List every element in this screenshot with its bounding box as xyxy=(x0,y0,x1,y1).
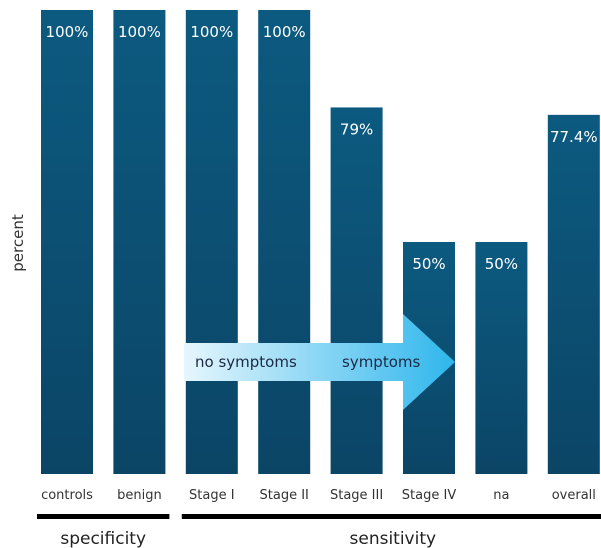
bar-benign xyxy=(113,10,166,474)
symptoms-arrow xyxy=(183,314,456,410)
bars-layer xyxy=(41,10,600,474)
x-tick-stage-iv: Stage IV xyxy=(402,488,457,503)
data-label-na: 50% xyxy=(485,255,518,273)
labels-layer: 100% 100% 100% 100% 79% 50% 50% 77.4% xyxy=(46,23,598,273)
group-line-specificity xyxy=(37,514,170,519)
bar-stage-i xyxy=(185,10,238,474)
group-label-specificity: specificity xyxy=(60,529,146,548)
data-label-stage-iii: 79% xyxy=(340,120,373,138)
x-tick-stage-i: Stage I xyxy=(189,488,235,503)
x-tick-controls: controls xyxy=(41,488,93,503)
bar-stage-iii xyxy=(330,107,383,474)
bar-overall xyxy=(547,114,600,474)
data-label-controls: 100% xyxy=(46,23,89,41)
x-tick-stage-iii: Stage III xyxy=(330,488,383,503)
group-line-sensitivity xyxy=(181,514,601,519)
data-label-stage-iv: 50% xyxy=(412,255,445,273)
bar-stage-ii xyxy=(258,10,311,474)
x-tick-benign: benign xyxy=(117,488,162,503)
annotation-arrow-layer: no symptoms symptoms xyxy=(183,314,456,410)
data-label-benign: 100% xyxy=(118,23,161,41)
data-label-stage-ii: 100% xyxy=(263,23,306,41)
annotation-no-symptoms: no symptoms xyxy=(195,353,297,371)
category-ticks-layer: controls benign Stage I Stage II Stage III St… xyxy=(41,488,596,503)
x-tick-stage-ii: Stage II xyxy=(260,488,309,503)
x-tick-na: na xyxy=(493,488,509,503)
data-label-overall: 77.4% xyxy=(550,128,598,146)
data-label-stage-i: 100% xyxy=(190,23,233,41)
group-label-sensitivity: sensitivity xyxy=(350,529,437,548)
y-axis-title: percent xyxy=(9,214,27,272)
annotation-symptoms: symptoms xyxy=(342,353,420,371)
x-tick-overall: overall xyxy=(552,488,596,503)
bar-controls xyxy=(41,10,93,474)
group-layer: specificity sensitivity xyxy=(37,514,601,548)
bar-na xyxy=(475,242,528,474)
